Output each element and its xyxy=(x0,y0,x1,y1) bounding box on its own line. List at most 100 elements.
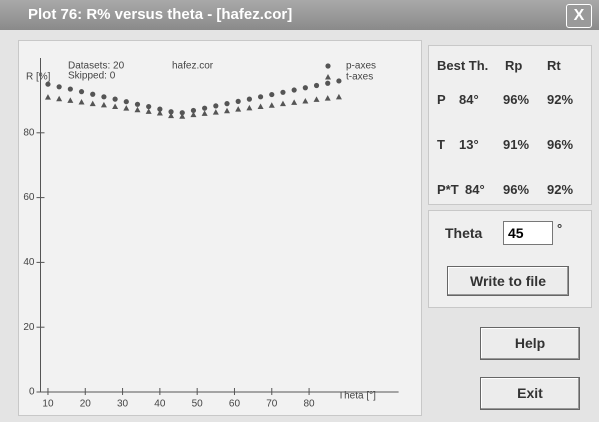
table-cell: 91% xyxy=(503,137,530,152)
file-info: hafez.cor xyxy=(172,61,214,72)
data-point xyxy=(257,94,264,100)
y-tick-label: 0 xyxy=(29,387,35,398)
y-tick-label: 60 xyxy=(23,192,35,203)
datasets-info: Datasets: 20 xyxy=(68,61,125,72)
data-point xyxy=(78,89,85,95)
table-cell: 96% xyxy=(503,182,530,197)
write-button[interactable]: Write to file xyxy=(447,266,569,296)
data-point xyxy=(90,91,96,97)
exit-button[interactable]: Exit xyxy=(480,377,580,410)
plot-panel xyxy=(18,40,422,416)
data-point xyxy=(291,99,298,105)
data-point xyxy=(134,106,141,113)
best-table: Best Th. Rp Rt P 84° 96% 92% T 13° 91% 96% P*T 84° 96… xyxy=(428,45,592,205)
data-point xyxy=(313,96,320,102)
y-tick-label: 40 xyxy=(23,257,35,268)
legend-label: p-axes xyxy=(346,61,376,72)
data-point xyxy=(291,87,297,93)
theta-input[interactable]: 45 xyxy=(503,221,553,245)
legend-marker xyxy=(325,74,331,80)
data-point xyxy=(246,104,253,111)
table-cell: 84° xyxy=(459,92,479,107)
x-tick-label: 50 xyxy=(192,399,204,410)
table-cell: P*T xyxy=(437,182,459,197)
data-point xyxy=(190,107,197,114)
skipped-info: Skipped: 0 xyxy=(68,71,116,82)
data-point xyxy=(56,95,63,102)
data-point xyxy=(112,103,119,110)
data-point xyxy=(67,86,73,92)
data-point xyxy=(190,111,197,118)
data-point xyxy=(336,78,342,84)
data-point xyxy=(324,95,331,101)
data-point xyxy=(246,96,252,102)
data-point xyxy=(112,96,118,102)
data-point xyxy=(302,98,309,104)
data-point xyxy=(78,99,85,105)
x-tick-label: 20 xyxy=(80,399,92,410)
data-point xyxy=(257,103,264,110)
data-point xyxy=(201,110,208,116)
data-point xyxy=(235,106,242,112)
x-tick-label: 80 xyxy=(304,399,316,410)
data-point xyxy=(269,91,275,98)
data-point xyxy=(45,81,51,87)
data-point xyxy=(168,109,174,115)
data-point xyxy=(213,103,219,109)
data-point xyxy=(101,94,107,100)
table-cell: 92% xyxy=(547,92,574,107)
data-point xyxy=(224,107,231,114)
table-cell: 96% xyxy=(503,92,530,107)
window-title: Plot 76: R% versus theta - [hafez.cor] xyxy=(28,6,293,23)
data-point xyxy=(156,110,163,116)
x-tick-label: 60 xyxy=(229,399,241,410)
chart: Datasets: 20 Skipped: 0 hafez.cor R [%] … xyxy=(23,58,399,410)
table-header: Best Th. xyxy=(437,58,489,73)
theta-panel: Theta 45 ° Write to file xyxy=(428,210,592,308)
data-point xyxy=(145,108,152,114)
data-point xyxy=(157,106,163,112)
table-cell: 84° xyxy=(465,182,485,197)
x-tick-label: 40 xyxy=(154,399,166,410)
help-button[interactable]: Help xyxy=(480,327,580,360)
title-bar: Plot 76: R% versus theta - [hafez.cor] X xyxy=(0,0,599,30)
data-point xyxy=(313,82,320,89)
data-point xyxy=(168,112,175,119)
data-point xyxy=(280,89,286,95)
data-point xyxy=(123,105,130,111)
data-point xyxy=(89,100,96,107)
data-point xyxy=(302,85,308,91)
data-point xyxy=(56,84,62,90)
x-tick-label: 10 xyxy=(42,399,54,410)
table-header: Rp xyxy=(505,58,523,73)
table-header: Rt xyxy=(547,58,561,73)
y-tick-label: 20 xyxy=(23,322,35,333)
data-point xyxy=(279,100,286,107)
theta-unit: ° xyxy=(557,221,563,236)
data-point xyxy=(44,94,51,100)
data-point xyxy=(268,102,275,108)
data-point xyxy=(179,113,186,119)
x-axis-label: Theta [°] xyxy=(338,391,376,402)
y-tick-label: 80 xyxy=(23,127,35,138)
x-tick-label: 70 xyxy=(266,399,278,410)
data-point xyxy=(235,98,241,104)
data-point xyxy=(134,101,141,107)
data-point xyxy=(212,109,219,115)
table-cell: T xyxy=(437,137,445,152)
close-button[interactable]: X xyxy=(566,4,592,28)
data-point xyxy=(224,101,230,107)
legend-marker xyxy=(325,63,331,69)
theta-label: Theta xyxy=(445,225,483,241)
data-point xyxy=(325,80,331,86)
data-point xyxy=(335,93,342,100)
table-cell: 92% xyxy=(547,182,574,197)
x-tick-label: 30 xyxy=(117,399,129,410)
y-axis-label: R [%] xyxy=(26,72,51,83)
data-point xyxy=(202,105,208,111)
data-point xyxy=(179,110,185,116)
data-point xyxy=(100,101,107,108)
table-cell: 13° xyxy=(459,137,479,152)
table-cell: 96% xyxy=(547,137,574,152)
